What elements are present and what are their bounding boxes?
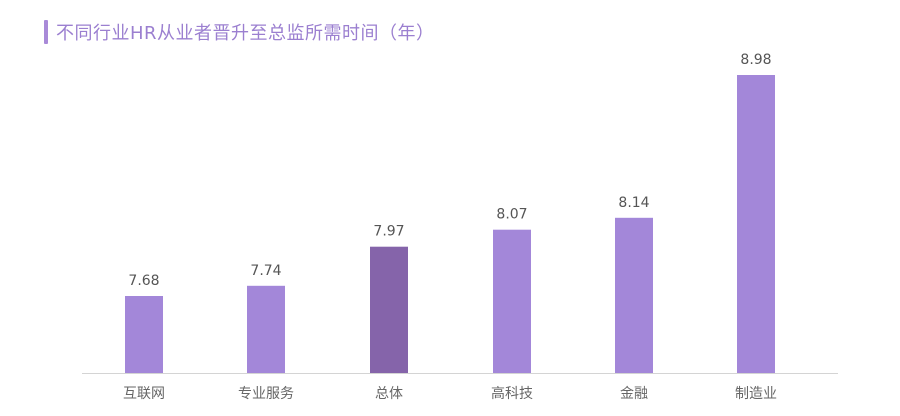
bar-5 bbox=[615, 217, 653, 373]
bar-3 bbox=[370, 246, 408, 373]
category-label-3: 总体 bbox=[375, 386, 403, 402]
bar-1 bbox=[125, 296, 163, 373]
value-label-6: 8.98 bbox=[740, 52, 771, 68]
category-label-4: 高科技 bbox=[491, 385, 533, 402]
bar-4 bbox=[493, 229, 531, 373]
category-label-6: 制造业 bbox=[735, 386, 777, 402]
value-label-5: 8.14 bbox=[618, 195, 649, 211]
category-label-2: 专业服务 bbox=[238, 386, 294, 402]
category-label-1: 互联网 bbox=[123, 386, 165, 402]
title-accent-bar bbox=[44, 20, 48, 44]
value-label-4: 8.07 bbox=[496, 207, 527, 223]
bar-6 bbox=[737, 75, 775, 373]
chart-title: 不同行业HR从业者晋升至总监所需时间（年） bbox=[56, 23, 435, 44]
value-label-1: 7.68 bbox=[128, 273, 159, 289]
category-label-5: 金融 bbox=[620, 386, 648, 402]
bar-2 bbox=[247, 285, 285, 373]
value-label-2: 7.74 bbox=[250, 263, 281, 279]
value-label-3: 7.97 bbox=[373, 224, 404, 240]
chart-title-group: 不同行业HR从业者晋升至总监所需时间（年） bbox=[44, 19, 435, 45]
